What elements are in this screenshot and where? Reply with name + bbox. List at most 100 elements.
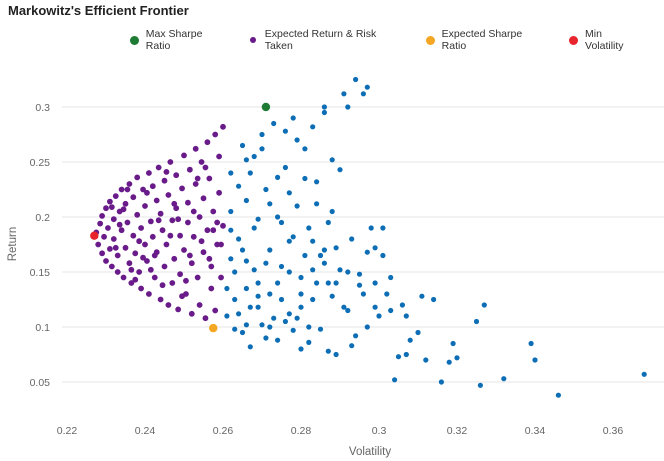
portfolio-point[interactable] bbox=[399, 302, 405, 308]
portfolio-point[interactable] bbox=[388, 274, 394, 281]
frontier-point[interactable] bbox=[105, 225, 111, 231]
frontier-point[interactable] bbox=[134, 211, 141, 218]
frontier-point[interactable] bbox=[132, 276, 139, 283]
portfolio-point[interactable] bbox=[267, 247, 273, 253]
frontier-point[interactable] bbox=[210, 227, 217, 234]
portfolio-point[interactable] bbox=[372, 304, 378, 310]
portfolio-point[interactable] bbox=[314, 179, 320, 185]
portfolio-point[interactable] bbox=[446, 359, 452, 365]
portfolio-point[interactable] bbox=[372, 280, 378, 286]
portfolio-point[interactable] bbox=[310, 124, 316, 130]
frontier-point[interactable] bbox=[120, 274, 127, 281]
frontier-point[interactable] bbox=[132, 250, 139, 257]
frontier-point[interactable] bbox=[112, 193, 119, 200]
portfolio-point[interactable] bbox=[349, 236, 355, 242]
portfolio-point[interactable] bbox=[275, 174, 281, 180]
portfolio-point[interactable] bbox=[290, 234, 296, 240]
portfolio-point[interactable] bbox=[388, 307, 394, 314]
frontier-point[interactable] bbox=[128, 266, 135, 273]
portfolio-point[interactable] bbox=[247, 170, 253, 176]
frontier-point[interactable] bbox=[208, 285, 215, 292]
frontier-point[interactable] bbox=[212, 307, 219, 314]
frontier-point[interactable] bbox=[124, 219, 131, 226]
frontier-point[interactable] bbox=[159, 227, 166, 234]
frontier-point[interactable] bbox=[95, 241, 102, 248]
portfolio-point[interactable] bbox=[251, 153, 257, 160]
portfolio-point[interactable] bbox=[298, 274, 304, 281]
portfolio-point[interactable] bbox=[473, 318, 480, 325]
portfolio-point[interactable] bbox=[364, 249, 370, 255]
frontier-point[interactable] bbox=[108, 263, 115, 270]
portfolio-point[interactable] bbox=[337, 167, 343, 173]
portfolio-point[interactable] bbox=[306, 339, 312, 345]
frontier-point[interactable] bbox=[151, 252, 158, 259]
portfolio-point[interactable] bbox=[294, 137, 300, 143]
frontier-point[interactable] bbox=[190, 233, 197, 240]
frontier-point[interactable] bbox=[194, 175, 201, 182]
portfolio-point[interactable] bbox=[282, 128, 288, 134]
frontier-point[interactable] bbox=[122, 200, 129, 207]
frontier-point[interactable] bbox=[204, 227, 211, 234]
frontier-point[interactable] bbox=[165, 192, 172, 198]
min-volatility-point[interactable] bbox=[90, 231, 99, 240]
portfolio-point[interactable] bbox=[247, 344, 253, 350]
frontier-point[interactable] bbox=[107, 198, 113, 205]
frontier-point[interactable] bbox=[216, 189, 223, 196]
frontier-point[interactable] bbox=[198, 159, 205, 165]
portfolio-point[interactable] bbox=[345, 104, 351, 110]
portfolio-point[interactable] bbox=[267, 201, 273, 207]
frontier-point[interactable] bbox=[120, 206, 127, 213]
portfolio-point[interactable] bbox=[290, 327, 296, 333]
portfolio-point[interactable] bbox=[228, 227, 234, 233]
frontier-point[interactable] bbox=[159, 282, 166, 289]
portfolio-point[interactable] bbox=[341, 304, 347, 310]
portfolio-point[interactable] bbox=[360, 291, 366, 297]
frontier-point[interactable] bbox=[175, 306, 182, 313]
frontier-point[interactable] bbox=[144, 258, 150, 264]
portfolio-point[interactable] bbox=[228, 256, 234, 262]
frontier-point[interactable] bbox=[157, 296, 164, 303]
portfolio-point[interactable] bbox=[267, 291, 273, 297]
portfolio-point[interactable] bbox=[403, 313, 409, 319]
frontier-point[interactable] bbox=[169, 280, 176, 286]
frontier-point[interactable] bbox=[177, 271, 184, 278]
frontier-point[interactable] bbox=[181, 152, 187, 159]
portfolio-point[interactable] bbox=[275, 337, 281, 343]
frontier-point[interactable] bbox=[146, 170, 152, 176]
portfolio-point[interactable] bbox=[239, 329, 246, 336]
frontier-point[interactable] bbox=[173, 205, 180, 212]
portfolio-point[interactable] bbox=[380, 225, 386, 231]
portfolio-point[interactable] bbox=[337, 267, 343, 273]
frontier-point[interactable] bbox=[202, 164, 209, 171]
portfolio-point[interactable] bbox=[310, 238, 316, 244]
legend-item-expected-sharpe[interactable]: Expected Sharpe Ratio bbox=[425, 28, 547, 52]
frontier-point[interactable] bbox=[144, 189, 150, 196]
portfolio-point[interactable] bbox=[528, 340, 534, 347]
portfolio-point[interactable] bbox=[345, 307, 351, 314]
frontier-point[interactable] bbox=[136, 269, 143, 275]
frontier-point[interactable] bbox=[218, 274, 224, 281]
portfolio-point[interactable] bbox=[306, 225, 312, 231]
portfolio-point[interactable] bbox=[317, 252, 324, 259]
legend-item-min-volatility[interactable]: Min Volatility bbox=[569, 28, 642, 52]
legend-item-expected-return-risk[interactable]: Expected Return & Risk Taken bbox=[249, 28, 404, 52]
portfolio-point[interactable] bbox=[271, 120, 277, 127]
portfolio-point[interactable] bbox=[247, 304, 253, 310]
frontier-point[interactable] bbox=[101, 233, 107, 240]
portfolio-point[interactable] bbox=[259, 131, 265, 138]
frontier-point[interactable] bbox=[108, 204, 115, 211]
frontier-point[interactable] bbox=[185, 219, 191, 226]
portfolio-point[interactable] bbox=[298, 291, 304, 297]
frontier-point[interactable] bbox=[186, 166, 193, 173]
frontier-point[interactable] bbox=[147, 218, 154, 225]
portfolio-point[interactable] bbox=[333, 280, 339, 286]
frontier-point[interactable] bbox=[155, 164, 162, 171]
frontier-point[interactable] bbox=[146, 291, 152, 297]
portfolio-point[interactable] bbox=[298, 346, 304, 352]
portfolio-point[interactable] bbox=[282, 318, 288, 325]
portfolio-point[interactable] bbox=[282, 164, 288, 171]
frontier-point[interactable] bbox=[142, 203, 148, 209]
portfolio-point[interactable] bbox=[255, 280, 261, 286]
frontier-point[interactable] bbox=[130, 232, 137, 239]
portfolio-point[interactable] bbox=[380, 252, 386, 259]
